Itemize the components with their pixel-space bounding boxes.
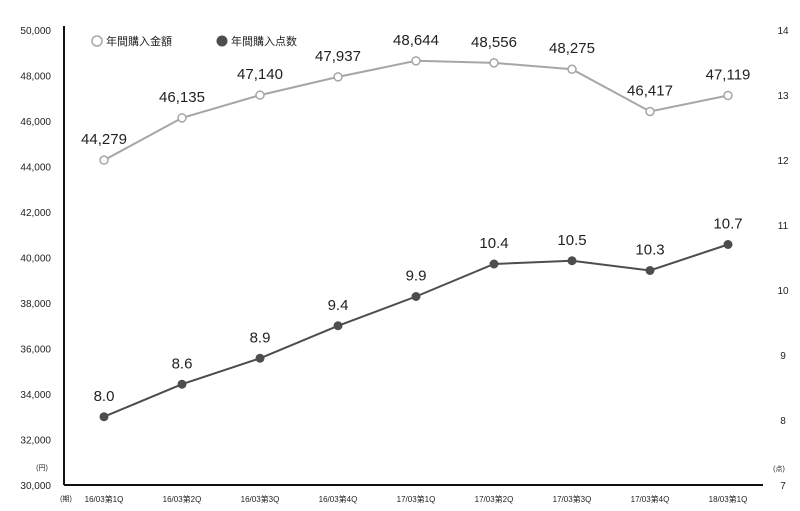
data-point (411, 56, 421, 66)
data-point (489, 259, 499, 269)
right-tick-label: 10 (777, 286, 789, 297)
data-label: 9.4 (328, 297, 349, 314)
left-tick-label: 46,000 (20, 117, 51, 128)
series-2: 8.0 8.6 8.9 9.4 9.9 10.4 10.5 10.3 10.7 (94, 216, 743, 422)
series-layer: 44,279 46,135 47,140 47,937 48,644 48,556 48,2… (81, 32, 751, 422)
data-label: 48,556 (471, 34, 517, 51)
category-label: 16/03第4Q (319, 494, 358, 504)
data-point (645, 266, 655, 275)
left-axis-unit: (円) (36, 464, 48, 472)
data-point (645, 106, 655, 117)
data-label: 8.0 (94, 388, 115, 405)
data-point (723, 240, 733, 249)
series-1: 44,279 46,135 47,140 47,937 48,644 48,556 48,2… (81, 32, 751, 165)
data-point (333, 321, 343, 331)
category-axis-labels: 16/03第1Q 16/03第2Q 16/03第3Q 16/03第4Q 17/03第1Q… (85, 494, 748, 504)
right-axis-ticks: 7 8 9 10 11 12 13 14 (777, 26, 789, 492)
left-tick-label: 44,000 (20, 163, 51, 174)
x-axis-unit: (期) (60, 495, 72, 503)
category-label: 17/03第2Q (475, 494, 514, 504)
data-label: 47,937 (315, 48, 361, 65)
category-label: 16/03第3Q (241, 494, 280, 504)
data-label: 8.6 (172, 355, 193, 372)
data-label: 10.3 (635, 242, 664, 259)
left-tick-label: 34,000 (20, 390, 51, 401)
right-tick-label: 14 (777, 26, 789, 37)
series-line (103, 59, 729, 162)
category-label: 17/03第1Q (397, 494, 436, 504)
left-tick-label: 40,000 (20, 254, 51, 265)
data-point (489, 58, 499, 68)
data-label: 46,417 (627, 83, 673, 100)
data-label: 44,279 (81, 131, 127, 148)
data-point (411, 292, 421, 301)
legend-item: 年間購入金額 (91, 34, 172, 48)
left-tick-label: 38,000 (20, 299, 51, 310)
data-label: 10.4 (479, 235, 508, 252)
category-label: 16/03第1Q (85, 494, 124, 504)
category-label: 17/03第4Q (631, 494, 670, 504)
data-point (333, 72, 343, 82)
legend-filled-circle-icon (216, 35, 228, 47)
data-label: 8.9 (250, 329, 271, 346)
data-label: 9.9 (406, 268, 427, 285)
right-axis-unit: (点) (773, 465, 785, 473)
left-tick-label: 42,000 (20, 208, 51, 219)
category-label: 16/03第2Q (163, 494, 202, 504)
right-tick-label: 7 (780, 481, 786, 492)
left-tick-label: 30,000 (20, 481, 51, 492)
data-point (99, 412, 109, 422)
data-label: 46,135 (159, 89, 205, 106)
left-tick-label: 32,000 (20, 436, 51, 447)
right-tick-label: 11 (778, 221, 789, 232)
legend-item: 年間購入点数 (216, 34, 297, 48)
left-tick-label: 50,000 (20, 26, 51, 37)
data-point (567, 64, 577, 74)
right-tick-label: 8 (780, 416, 786, 427)
chart-legend: 年間購入金額 年間購入点数 (91, 34, 297, 48)
data-point (255, 353, 265, 363)
data-label: 10.7 (713, 216, 742, 233)
data-point (255, 90, 265, 100)
data-label: 48,275 (549, 40, 595, 57)
right-tick-label: 13 (777, 91, 789, 102)
left-tick-label: 36,000 (20, 345, 51, 356)
legend-open-circle-icon (91, 35, 103, 47)
legend-label: 年間購入金額 (106, 34, 172, 48)
data-point (177, 113, 187, 123)
data-label: 47,119 (706, 67, 751, 84)
right-tick-label: 9 (780, 351, 786, 362)
data-point (99, 155, 109, 165)
right-tick-label: 12 (777, 156, 789, 167)
data-point (177, 379, 187, 389)
data-label: 47,140 (237, 66, 283, 83)
chart-axes (63, 26, 763, 486)
category-label: 18/03第1Q (709, 494, 748, 504)
category-label: 17/03第3Q (553, 494, 592, 504)
left-axis-ticks: 30,000 32,000 34,000 36,000 38,000 40,000 42,0… (20, 26, 51, 492)
legend-label: 年間購入点数 (231, 34, 297, 48)
data-point (567, 256, 577, 266)
data-point (723, 90, 733, 101)
left-tick-label: 48,000 (20, 72, 51, 83)
data-label: 48,644 (393, 32, 439, 49)
data-label: 10.5 (557, 232, 586, 249)
